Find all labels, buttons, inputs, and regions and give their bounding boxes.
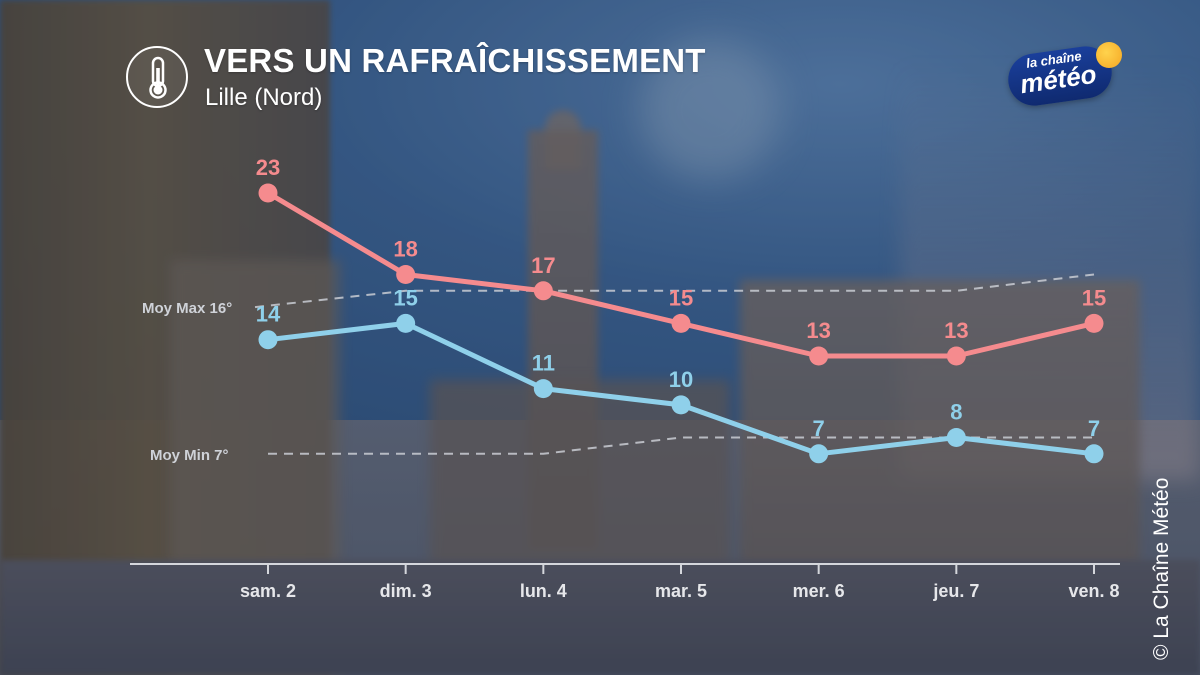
data-label: 17 (531, 253, 555, 278)
data-label: 23 (256, 155, 280, 180)
data-point (258, 330, 278, 350)
brand-logo: la chaîne météo (1004, 42, 1128, 109)
data-label: 8 (950, 400, 962, 425)
reference-line (254, 273, 1095, 309)
chart-subtitle: Lille (Nord) (205, 84, 323, 111)
data-point (396, 265, 416, 284)
data-label: 15 (1082, 285, 1106, 310)
data-point (1084, 444, 1104, 464)
copyright-notice: © La Chaîne Météo (1150, 477, 1173, 660)
chart-title: VERS UN RAFRAÎCHISSEMENT (204, 42, 706, 79)
data-point (533, 281, 553, 301)
data-label: 7 (1088, 416, 1100, 441)
data-label: 15 (393, 285, 417, 310)
data-label: 18 (393, 237, 417, 262)
x-tick-label: mer. 6 (793, 581, 845, 601)
data-point (809, 346, 829, 366)
data-point (671, 313, 691, 333)
data-label: 7 (813, 416, 825, 441)
data-point (809, 444, 829, 464)
data-point (396, 313, 416, 333)
data-point (258, 183, 278, 203)
data-point (1084, 313, 1104, 333)
data-label: 15 (669, 285, 693, 310)
data-point (533, 379, 553, 399)
data-point (946, 346, 966, 366)
x-tick-label: sam. 2 (240, 581, 296, 601)
data-point (671, 395, 691, 415)
x-tick-label: jeu. 7 (932, 581, 979, 601)
x-tick-label: dim. 3 (380, 581, 432, 601)
thermometer-icon (126, 46, 188, 108)
x-tick-label: lun. 4 (520, 581, 567, 601)
data-label: 14 (256, 302, 281, 327)
x-tick-label: ven. 8 (1068, 581, 1119, 601)
data-label: 10 (669, 367, 693, 392)
data-label: 13 (944, 318, 968, 343)
reference-label: Moy Min 7° (150, 447, 229, 464)
sun-icon (1096, 42, 1122, 68)
reference-label: Moy Max 16° (142, 300, 232, 317)
data-label: 11 (532, 351, 555, 376)
data-point (946, 428, 966, 447)
data-label: 13 (806, 318, 830, 343)
x-tick-label: mar. 5 (655, 581, 707, 601)
